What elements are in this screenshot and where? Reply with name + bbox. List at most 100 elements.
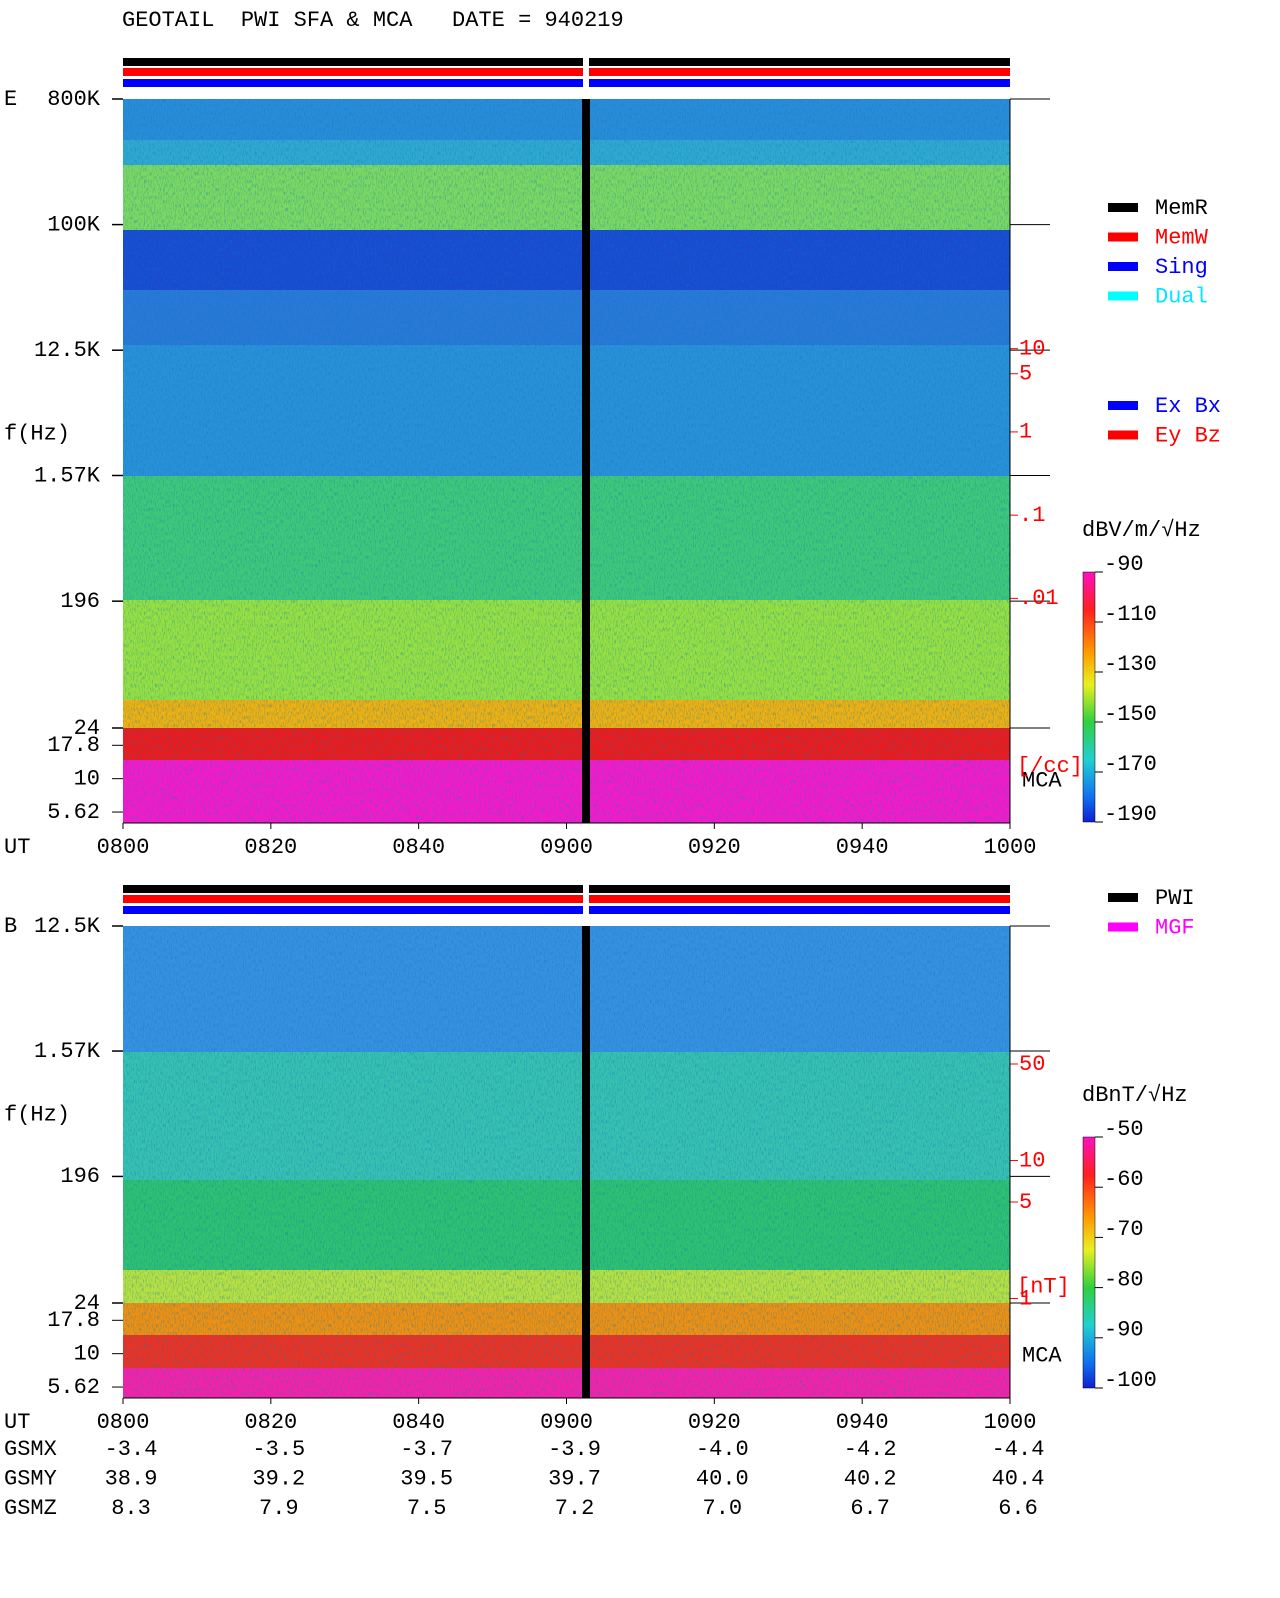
y-axis-label: f(Hz)	[4, 421, 70, 446]
legend-label: MemW	[1155, 225, 1209, 250]
legend-swatch	[1108, 262, 1138, 271]
y-tick-label: 12.5K	[34, 914, 101, 939]
colorbar-tick-label: -50	[1104, 1117, 1144, 1142]
x-axis-label: UT	[4, 835, 30, 860]
ephemeris-value: -3.4	[105, 1437, 158, 1462]
ephemeris-value: -3.9	[548, 1437, 601, 1462]
legend-label: MemR	[1155, 196, 1208, 221]
y2-tick-label: 1	[1019, 1286, 1032, 1311]
x-tick-label: 0800	[97, 835, 150, 860]
colorbar-tick-label: -100	[1104, 1368, 1157, 1393]
colorbar-label: dBV/m/√Hz	[1082, 518, 1201, 543]
colorbar-tick-label: -190	[1104, 802, 1157, 827]
panel-label: E	[4, 87, 17, 112]
legend-swatch	[1108, 203, 1138, 212]
mca-tick-label: 10	[74, 1341, 100, 1366]
y2-tick-label: 10	[1019, 336, 1045, 361]
legend-swatch	[1108, 893, 1138, 902]
y2-axis-label: [nT]	[1017, 1274, 1070, 1299]
status-bar	[123, 895, 1010, 903]
y2-tick-label: .1	[1019, 503, 1045, 528]
ephemeris-value: 8.3	[111, 1496, 151, 1521]
mca-label: MCA	[1022, 768, 1062, 793]
y2-tick-label: .01	[1019, 586, 1059, 611]
y-tick-label: 1.57K	[34, 1039, 101, 1064]
ephemeris-value: 40.2	[844, 1466, 897, 1491]
y-tick-label: 12.5K	[34, 338, 101, 363]
x-tick-label: 1000	[984, 1410, 1037, 1435]
mca-tick-label: 17.8	[47, 733, 100, 758]
y2-tick-label: 50	[1019, 1052, 1045, 1077]
colorbar-tick-label: -90	[1104, 1318, 1144, 1343]
legend-swatch	[1108, 232, 1138, 242]
ephemeris-value: -4.0	[696, 1437, 749, 1462]
mca-label: MCA	[1022, 1343, 1062, 1368]
colorbar-tick-label: -150	[1104, 702, 1157, 727]
y2-tick-label: 5	[1019, 362, 1032, 387]
spectrogram-noise	[123, 926, 1010, 1398]
legend-swatch	[1108, 291, 1138, 301]
ephemeris-value: -3.7	[400, 1437, 453, 1462]
x-tick-label: 0800	[97, 1410, 150, 1435]
status-bar	[123, 58, 1010, 66]
colorbar-tick-label: -110	[1104, 602, 1157, 627]
data-gap	[582, 926, 590, 1398]
y2-tick-label: 10	[1019, 1148, 1045, 1173]
y-tick-label: 800K	[47, 87, 101, 112]
x-tick-label: 0820	[244, 835, 297, 860]
ephemeris-value: 7.9	[259, 1496, 299, 1521]
y-tick-label: 196	[60, 589, 100, 614]
ephemeris-value: -3.5	[252, 1437, 305, 1462]
ephemeris-value: 6.6	[998, 1496, 1038, 1521]
status-gap	[583, 58, 589, 87]
colorbar	[1082, 1136, 1096, 1389]
y2-tick-label: 5	[1019, 1190, 1032, 1215]
ephemeris-name: GSMZ	[4, 1496, 57, 1521]
status-gap	[583, 885, 589, 914]
ephemeris-value: 40.0	[696, 1466, 749, 1491]
colorbar-tick-label: -90	[1104, 552, 1144, 577]
panel-label: B	[4, 914, 17, 939]
status-bar	[123, 68, 1010, 76]
ephemeris-value: 7.2	[555, 1496, 595, 1521]
x-tick-label: 0920	[688, 1410, 741, 1435]
status-bar	[123, 885, 1010, 893]
colorbar-tick-label: -170	[1104, 752, 1157, 777]
spectrogram-noise	[123, 99, 1010, 823]
ephemeris-value: 40.4	[992, 1466, 1045, 1491]
mca-tick-label: 17.8	[47, 1308, 100, 1333]
mca-tick-label: 5.62	[47, 800, 100, 825]
legend-label: Sing	[1155, 255, 1208, 280]
legend-label: Ey Bz	[1155, 423, 1221, 448]
colorbar-tick-label: -70	[1104, 1217, 1144, 1242]
title: GEOTAIL PWI SFA & MCA DATE = 940219	[122, 8, 624, 33]
x-tick-label: 0820	[244, 1410, 297, 1435]
colorbar-label: dBnT/√Hz	[1082, 1083, 1188, 1108]
ephemeris-value: 6.7	[850, 1496, 890, 1521]
legend-swatch	[1108, 922, 1138, 932]
legend-label: Ex Bx	[1155, 394, 1221, 419]
y-tick-label: 24	[74, 1291, 100, 1316]
y-tick-label: 1.57K	[34, 463, 101, 488]
x-tick-label: 0940	[836, 835, 889, 860]
colorbar-tick-label: -80	[1104, 1267, 1144, 1292]
status-bar	[123, 79, 1010, 87]
colorbar-tick-label: -130	[1104, 652, 1157, 677]
mca-tick-label: 10	[74, 766, 100, 791]
x-tick-label: 0900	[540, 835, 593, 860]
x-tick-label: 0900	[540, 1410, 593, 1435]
ephemeris-value: 7.0	[703, 1496, 743, 1521]
x-tick-label: 1000	[984, 835, 1037, 860]
legend-swatch	[1108, 430, 1138, 440]
y-tick-label: 100K	[47, 212, 101, 237]
x-tick-label: 0940	[836, 1410, 889, 1435]
y2-tick-label: 1	[1019, 420, 1032, 445]
y-axis-label: f(Hz)	[4, 1102, 70, 1127]
x-tick-label: 0920	[688, 835, 741, 860]
data-gap	[582, 99, 590, 823]
colorbar	[1082, 571, 1096, 823]
ephemeris-name: GSMX	[4, 1437, 57, 1462]
ephemeris-value: 38.9	[105, 1466, 158, 1491]
